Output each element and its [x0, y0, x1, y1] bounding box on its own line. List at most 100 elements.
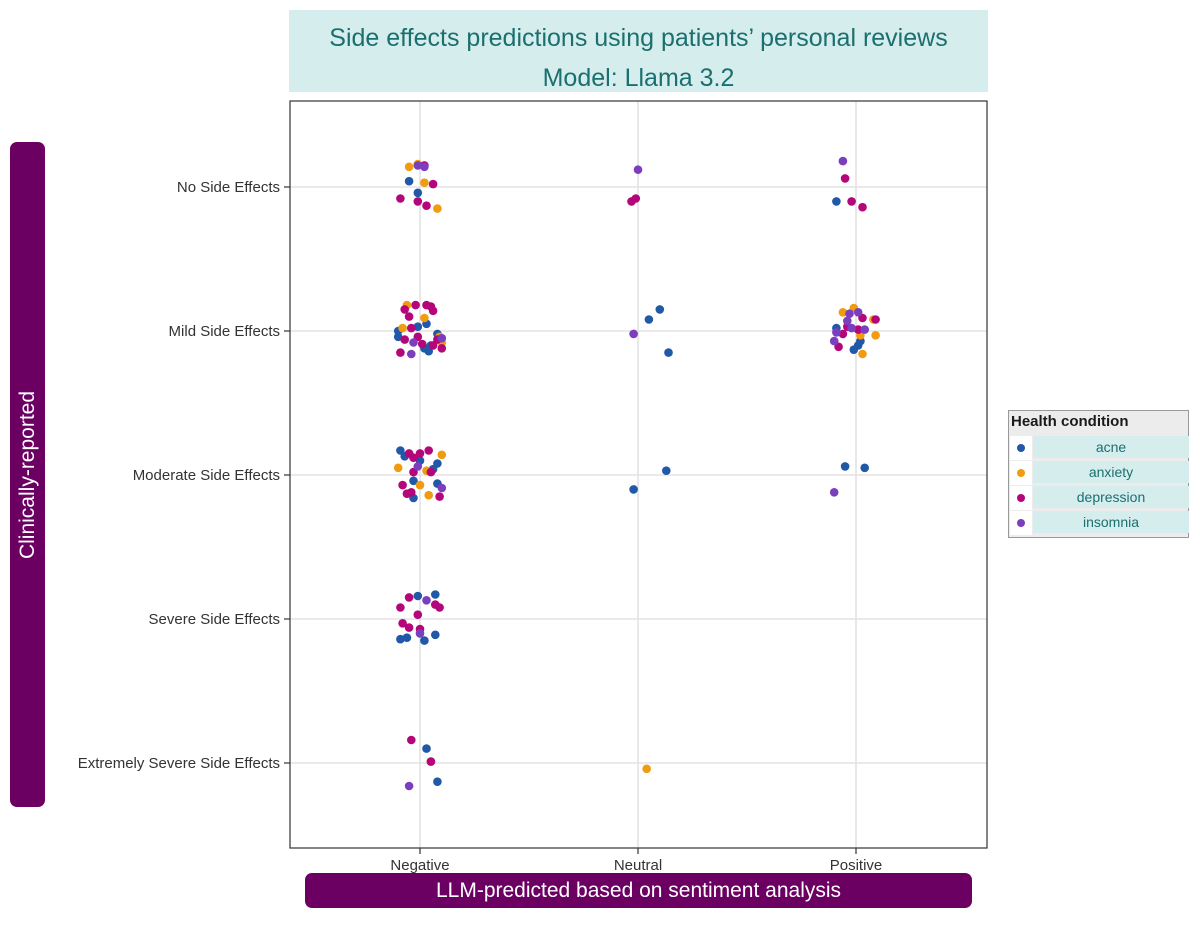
data-point-insomnia	[420, 162, 429, 172]
legend-item-insomnia: insomnia	[1009, 511, 1189, 535]
legend-label-depression: depression	[1033, 486, 1189, 508]
data-point-anxiety	[420, 178, 429, 187]
legend-dot-depression	[1017, 494, 1025, 502]
chart-title-box: Side effects predictions using patients’…	[289, 10, 988, 92]
data-point-depression	[415, 449, 425, 458]
x-axis-label-box: LLM-predicted based on sentiment analysi…	[305, 873, 972, 908]
legend-item-depression: depression	[1009, 486, 1189, 510]
data-point-anxiety	[398, 323, 407, 333]
data-point-depression	[426, 467, 436, 477]
data-point-anxiety	[420, 313, 429, 323]
y-axis-label-box: Clinically-reported	[10, 142, 45, 807]
data-point-insomnia	[633, 165, 643, 174]
data-point-insomnia	[838, 156, 848, 166]
data-point-acne	[413, 322, 423, 332]
x-tick-label: Neutral	[614, 857, 662, 874]
x-axis-label: LLM-predicted based on sentiment analysi…	[435, 879, 842, 902]
data-point-depression	[435, 603, 444, 612]
data-point-acne	[655, 305, 665, 314]
data-point-insomnia	[843, 316, 852, 326]
x-tick-label: Negative	[390, 857, 449, 874]
data-point-insomnia	[415, 629, 425, 638]
data-point-depression	[404, 623, 414, 632]
data-point-insomnia	[437, 333, 447, 343]
data-point-depression	[404, 593, 414, 602]
data-point-depression	[404, 312, 414, 321]
data-point-depression	[417, 339, 427, 349]
data-point-depression	[407, 323, 416, 333]
data-point-acne	[840, 462, 850, 471]
data-point-depression	[400, 305, 410, 314]
data-point-anxiety	[433, 204, 442, 213]
data-point-depression	[398, 619, 407, 628]
data-point-depression	[428, 179, 438, 189]
data-point-insomnia	[437, 483, 447, 493]
data-point-anxiety	[404, 162, 414, 172]
data-point-insomnia	[829, 488, 839, 497]
data-point-depression	[871, 315, 880, 324]
y-tick-label: Moderate Side Effects	[133, 467, 280, 484]
data-point-depression	[396, 194, 405, 203]
legend-dot-acne	[1017, 444, 1025, 452]
data-point-depression	[437, 344, 447, 353]
legend-key	[1010, 486, 1032, 510]
data-point-depression	[396, 603, 405, 612]
data-point-depression	[413, 610, 423, 619]
data-point-anxiety	[871, 331, 880, 340]
data-point-anxiety	[838, 308, 848, 317]
data-point-acne	[433, 777, 442, 786]
data-point-depression	[396, 348, 405, 357]
data-point-anxiety	[858, 349, 867, 359]
chart-title: Side effects predictions using patients’…	[329, 24, 948, 52]
data-point-depression	[853, 325, 863, 334]
data-point-acne	[402, 633, 412, 642]
legend-key	[1010, 436, 1032, 460]
data-point-acne	[431, 630, 440, 640]
legend-label-insomnia: insomnia	[1033, 511, 1189, 533]
data-point-depression	[413, 197, 423, 206]
data-point-depression	[411, 300, 420, 310]
data-point-acne	[413, 591, 423, 601]
data-point-depression	[422, 201, 431, 210]
data-point-insomnia	[422, 596, 431, 605]
data-point-insomnia	[413, 161, 423, 170]
data-point-depression	[847, 197, 856, 206]
data-point-depression	[838, 329, 848, 339]
plot-border	[289, 100, 988, 849]
data-point-acne	[420, 636, 429, 645]
data-point-acne	[433, 459, 442, 468]
data-point-acne	[393, 332, 403, 342]
data-point-depression	[407, 488, 416, 497]
data-point-acne	[422, 744, 431, 753]
data-point-depression	[407, 735, 416, 745]
data-point-anxiety	[424, 490, 434, 500]
legend-item-acne: acne	[1009, 436, 1189, 460]
data-point-insomnia	[860, 325, 869, 334]
data-point-depression	[400, 335, 410, 344]
data-point-insomnia	[853, 308, 863, 317]
data-point-depression	[858, 202, 867, 212]
data-point-acne	[832, 197, 841, 206]
data-point-insomnia	[829, 336, 839, 346]
data-point-insomnia	[847, 323, 856, 333]
data-point-acne	[404, 176, 414, 186]
data-point-insomnia	[409, 338, 418, 347]
legend-key	[1010, 511, 1032, 535]
legend-title: Health condition	[1011, 413, 1129, 430]
data-point-acne	[431, 590, 440, 599]
y-tick-label: Mild Side Effects	[169, 323, 280, 340]
x-tick-label: Positive	[830, 857, 883, 874]
data-point-acne	[629, 485, 638, 494]
data-point-depression	[409, 453, 418, 463]
y-tick-label: No Side Effects	[177, 179, 280, 196]
y-tick-label: Severe Side Effects	[149, 611, 280, 628]
data-point-insomnia	[832, 328, 841, 337]
data-point-depression	[398, 480, 407, 490]
data-point-insomnia	[404, 781, 414, 791]
data-point-insomnia	[413, 462, 423, 471]
legend: Health condition acne anxiety depression…	[1008, 410, 1189, 538]
data-point-depression	[631, 194, 641, 203]
data-point-depression	[426, 757, 436, 766]
data-point-acne	[413, 188, 423, 198]
